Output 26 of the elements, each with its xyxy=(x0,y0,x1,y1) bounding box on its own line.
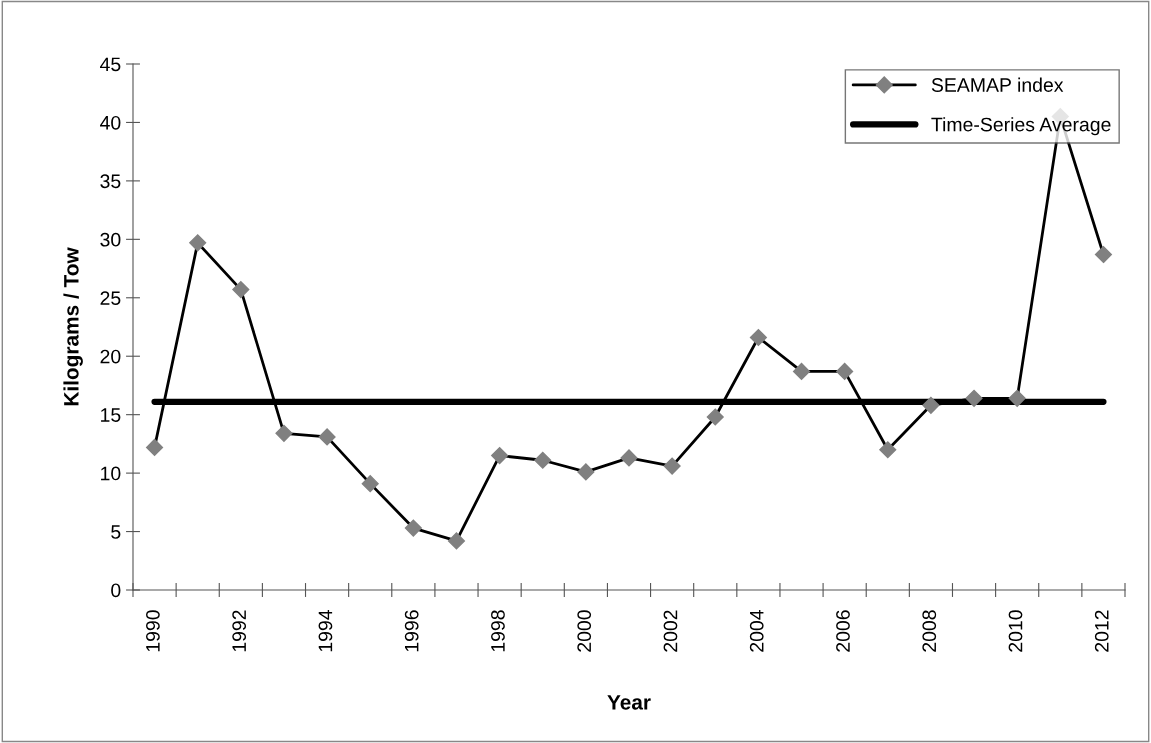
x-tick-label: 2006 xyxy=(836,610,850,652)
x-tick-label: 1994 xyxy=(318,610,333,652)
x-axis-title: Year xyxy=(607,695,651,710)
y-tick-label: 45 xyxy=(100,57,121,72)
y-tick-label: 10 xyxy=(101,466,121,481)
y-tick-label: 15 xyxy=(101,408,121,422)
y-tick-label: 5 xyxy=(111,525,121,539)
x-tick-label: 2008 xyxy=(922,610,937,652)
legend-label: Time-Series Average xyxy=(931,117,1111,136)
y-tick-label: 0 xyxy=(111,583,121,598)
y-tick-label: 20 xyxy=(100,349,121,364)
y-tick-label: 35 xyxy=(100,174,121,189)
x-tick-label: 2010 xyxy=(1008,610,1023,652)
x-tick-label: 2000 xyxy=(577,610,592,652)
y-tick-label: 30 xyxy=(100,232,121,247)
x-tick-label: 1998 xyxy=(491,610,505,652)
legend-label: SEAMAP index xyxy=(931,77,1064,92)
x-tick-label: 1992 xyxy=(232,610,247,652)
x-tick-label: 2012 xyxy=(1094,610,1109,652)
x-tick-label: 1990 xyxy=(146,610,160,652)
x-tick-label: 2004 xyxy=(749,610,764,652)
y-tick-label: 25 xyxy=(100,291,121,306)
x-tick-label: 1996 xyxy=(404,610,419,652)
y-axis-title: Kilograms / Tow xyxy=(63,247,83,406)
x-tick-label: 2002 xyxy=(663,610,678,652)
y-tick-label: 40 xyxy=(100,115,121,130)
